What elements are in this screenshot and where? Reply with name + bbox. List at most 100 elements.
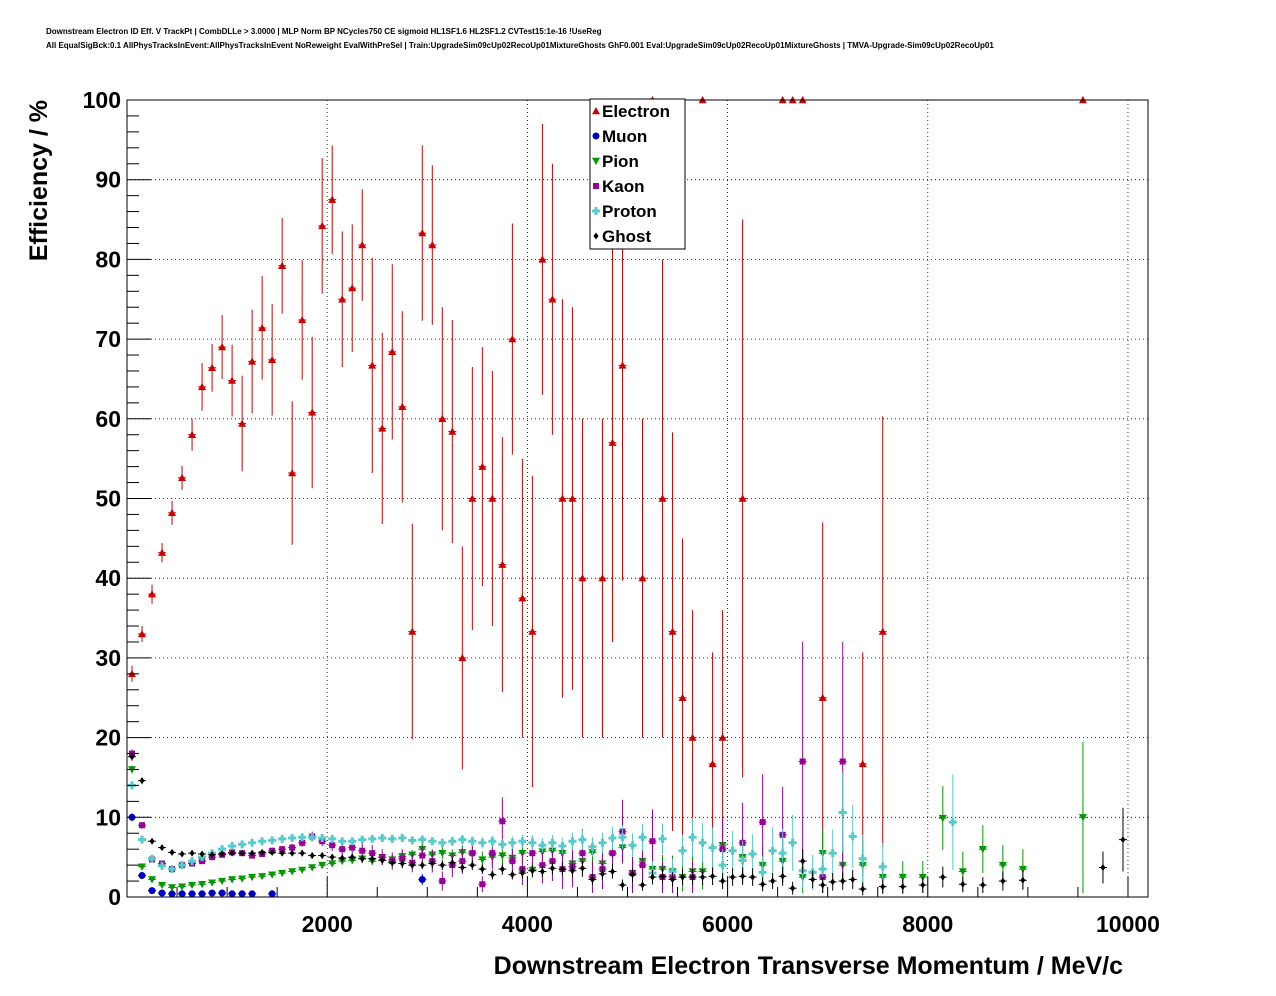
data-point [368,361,377,369]
data-point [218,845,227,854]
data-point [158,548,167,556]
data-point [159,844,165,852]
data-point [399,855,406,862]
y-tick-label: 100 [83,87,121,113]
data-point [278,869,287,878]
legend-box [589,98,686,250]
data-point [658,834,667,843]
data-point [239,849,245,857]
data-point [578,835,587,844]
data-point [738,494,747,502]
y-tick-label: 90 [95,167,121,193]
data-point [138,835,147,844]
data-point [708,843,717,852]
y-tick-label: 10 [95,804,121,830]
data-point [228,376,237,384]
data-point [289,844,296,851]
data-point [338,295,347,303]
data-point [148,887,156,895]
data-point [358,241,367,249]
data-point [618,361,627,369]
data-point [329,842,336,849]
data-point [960,880,966,888]
data-point [228,841,237,850]
x-tick-label: 2000 [302,911,353,937]
data-point [508,838,517,847]
data-point [178,883,187,891]
data-point [258,837,267,846]
data-point [678,846,687,855]
data-point [218,877,227,886]
data-point [378,834,387,843]
data-point [609,850,616,857]
data-point [289,849,295,857]
y-tick-label: 50 [95,486,121,512]
data-point [628,841,637,850]
data-point [339,846,346,853]
data-point [670,875,676,883]
data-point [218,343,227,351]
data-point [579,864,585,872]
y-tick-label: 80 [95,246,121,272]
legend-marker [592,107,600,115]
x-tick-label: 4000 [502,911,553,937]
data-point [579,850,586,857]
data-point [558,494,567,502]
data-point [168,884,177,892]
data-point [418,835,427,844]
data-point [428,241,437,249]
legend-item-proton: Proton [592,202,657,221]
data-point [438,849,447,858]
data-point [778,849,787,858]
data-point [509,858,516,865]
data-point [198,890,206,898]
data-point [188,881,197,890]
data-point [168,508,177,517]
data-point [448,427,457,435]
data-point [319,852,325,860]
data-point [1020,876,1026,884]
data-point [238,890,246,898]
data-point [478,838,487,847]
data-point [188,857,197,866]
data-point [558,841,567,850]
data-point [640,881,646,889]
data-point [349,844,356,851]
data-point [489,871,495,879]
data-point [408,836,417,845]
data-point [398,402,407,411]
data-point [189,849,195,857]
legend: Electron Muon Pion Kaon Proton Ghost [589,98,686,250]
data-point [429,860,435,868]
data-point [138,629,147,638]
data-point [459,864,465,872]
data-point [840,877,846,885]
data-point [148,854,157,863]
data-point [790,884,796,892]
data-point [509,871,515,879]
data-point [378,424,387,432]
data-point [148,876,157,884]
data-point [498,840,507,849]
data-point [940,873,946,881]
data-point [139,822,146,829]
data-point [758,868,767,877]
data-point [488,837,497,846]
data-point [619,881,625,889]
data-point [419,861,425,869]
data-point [218,889,226,897]
data-point [248,890,256,898]
data-point [278,834,287,843]
data-point [710,872,716,880]
data-point [568,494,577,502]
data-point [880,883,886,891]
data-point [209,851,215,859]
data-point [898,873,907,882]
data-point [208,363,217,371]
legend-label: Electron [602,102,670,121]
x-tick-label: 8000 [902,911,953,937]
y-axis-label: Efficiency / % [25,100,53,261]
data-point [528,838,537,847]
data-point [199,850,205,858]
data-point [838,808,847,817]
